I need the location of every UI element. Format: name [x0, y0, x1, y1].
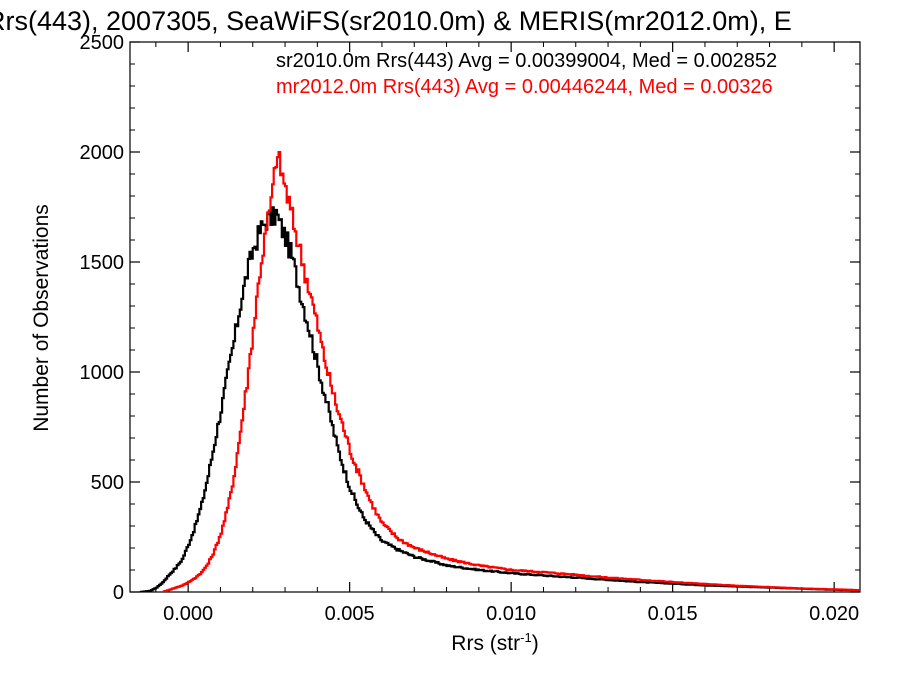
x-axis-label: Rrs (str-1)	[451, 630, 538, 656]
series-annotation-mr2012: mr2012.0m Rrs(443) Avg = 0.00446244, Med…	[276, 76, 773, 98]
y-tick-label: 500	[91, 472, 124, 494]
y-tick-label: 2500	[80, 32, 125, 54]
plot-frame	[129, 41, 861, 593]
x-tick-label: 0.010	[486, 603, 536, 625]
x-tick-label: 0.015	[648, 603, 698, 625]
y-tick-label: 1500	[80, 252, 125, 274]
y-tick-label: 2000	[80, 142, 125, 164]
x-tick-label: 0.020	[809, 603, 859, 625]
series-group	[139, 151, 860, 592]
x-axis-label-sup: -1	[520, 630, 532, 645]
y-tick-label: 1000	[80, 362, 125, 384]
x-axis-label-main: Rrs (str	[451, 632, 521, 655]
axis-ticks: 0 500 1000 1500 2000 2500 0.000 0.005 0.010 0.015…	[80, 32, 860, 625]
y-tick-label: 0	[113, 582, 124, 604]
series-annotation-sr2010: sr2010.0m Rrs(443) Avg = 0.00399004, Med…	[276, 50, 778, 72]
x-tick-label: 0.005	[325, 603, 375, 625]
series-line-mr2012.0m	[162, 151, 860, 592]
chart-title: Rrs(443), 2007305, SeaWiFS(sr2010.0m) & …	[0, 6, 792, 36]
y-axis-label: Number of Observations	[30, 204, 53, 432]
series-line-sr2010.0m	[139, 206, 860, 592]
x-tick-label: 0.000	[163, 603, 213, 625]
x-axis-label-end: )	[531, 632, 539, 655]
